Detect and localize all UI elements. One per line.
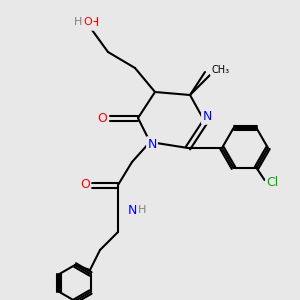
Text: CH₃: CH₃ [211,65,229,75]
Text: N: N [147,137,157,151]
Text: O: O [80,178,90,191]
Text: H: H [138,205,146,215]
Text: O: O [84,17,92,27]
Text: N: N [127,203,137,217]
Text: O: O [97,112,107,124]
Text: OH: OH [80,16,100,29]
Text: H: H [74,17,82,27]
Text: Cl: Cl [266,176,279,189]
Text: N: N [202,110,212,124]
